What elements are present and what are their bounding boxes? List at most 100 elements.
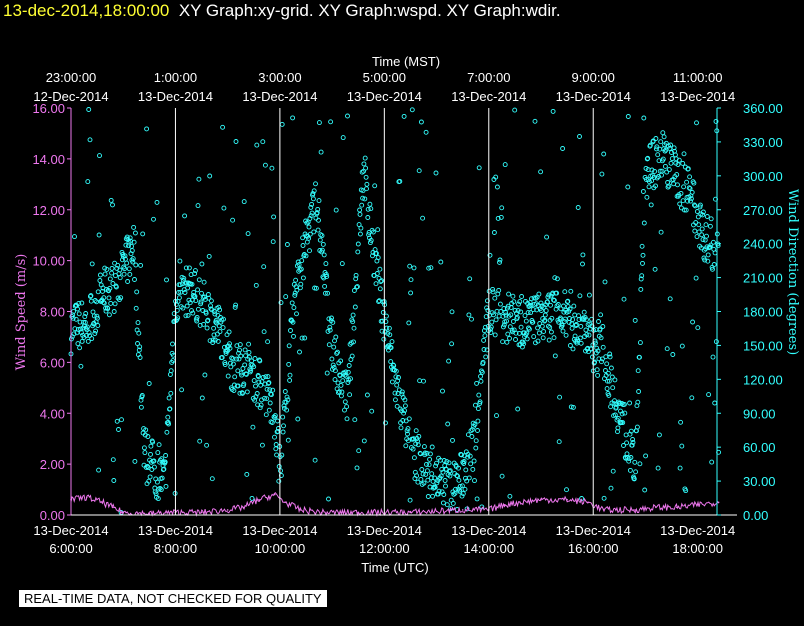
wdir-point [493, 174, 499, 180]
wspd-point [300, 509, 302, 511]
wdir-point [306, 224, 312, 230]
wspd-point [519, 501, 521, 504]
wdir-point [241, 199, 247, 205]
left-axis-label: Wind Speed (m/s) [14, 254, 29, 371]
wdir-point [561, 319, 567, 325]
wdir-point [665, 184, 671, 190]
wdir-point [599, 356, 605, 362]
bottom-tick-time: 18:00:00 [672, 541, 723, 556]
wdir-point [72, 326, 78, 332]
wind-speed-series [70, 491, 720, 517]
wdir-point [542, 317, 548, 323]
wdir-point [127, 271, 133, 277]
wdir-point [490, 286, 496, 292]
wdir-point [364, 186, 369, 192]
wdir-point [401, 113, 407, 119]
wdir-point [694, 209, 700, 214]
wdir-point [153, 491, 159, 497]
wdir-point [176, 295, 182, 301]
wdir-point [648, 202, 654, 208]
wdir-point [289, 318, 295, 324]
wdir-point [154, 199, 160, 205]
top-tick-date: 13-Dec-2014 [660, 89, 735, 104]
wdir-point [580, 252, 586, 258]
wdir-point [586, 292, 592, 298]
wdir-point [558, 315, 563, 321]
wdir-point [425, 477, 431, 483]
wdir-point [281, 423, 286, 429]
wdir-point [649, 178, 655, 184]
wspd-point [258, 498, 260, 501]
wdir-point [206, 295, 212, 301]
wdir-point [276, 464, 282, 469]
wdir-point [244, 471, 250, 477]
wspd-point [540, 498, 542, 501]
wdir-point [130, 256, 136, 262]
wdir-point [511, 299, 517, 305]
wspd-point [112, 506, 114, 509]
wdir-point [118, 295, 124, 301]
wdir-point [84, 333, 90, 338]
wdir-point [202, 294, 207, 300]
wdir-point [361, 161, 367, 167]
wdir-point [457, 488, 463, 494]
wdir-point [599, 171, 605, 177]
bottom-tick-date: 13-Dec-2014 [138, 523, 213, 538]
wdir-point [86, 330, 92, 336]
wdir-point [445, 421, 451, 427]
wdir-point [627, 467, 633, 473]
wdir-point [426, 462, 432, 468]
wdir-point [158, 487, 164, 493]
wdir-point [201, 321, 207, 327]
wdir-point [270, 239, 276, 245]
wdir-point [107, 276, 113, 282]
wdir-point [544, 234, 550, 240]
wdir-point [512, 107, 518, 113]
wdir-point [560, 146, 566, 151]
wdir-point [699, 226, 705, 232]
wdir-point [662, 148, 668, 154]
wdir-point [195, 203, 201, 209]
wdir-point [255, 402, 261, 408]
wdir-point [355, 241, 361, 247]
bottom-tick-time: 14:00:00 [463, 541, 514, 556]
wdir-point [710, 354, 716, 360]
wdir-point [631, 476, 637, 482]
wdir-point [369, 408, 375, 414]
wdir-point [285, 437, 291, 443]
wdir-point [658, 139, 664, 145]
wdir-point [363, 165, 369, 171]
wdir-point [585, 345, 591, 351]
wdir-point [83, 311, 89, 316]
wdir-point [214, 320, 220, 326]
wdir-point [546, 337, 552, 343]
wdir-point [560, 328, 566, 334]
wdir-point [497, 257, 503, 263]
wdir-point [331, 344, 337, 350]
wdir-point [713, 339, 719, 345]
wdir-point [199, 395, 205, 401]
wdir-point [146, 478, 152, 484]
wdir-point [324, 274, 330, 279]
wdir-point [454, 473, 460, 478]
wdir-point [442, 478, 448, 483]
wdir-point [440, 388, 445, 394]
wdir-point [238, 353, 244, 359]
wdir-point [220, 124, 226, 130]
right-tick-label: 300.00 [743, 169, 783, 184]
wdir-point [468, 428, 474, 434]
wdir-point [135, 320, 141, 326]
wdir-point [610, 468, 616, 474]
wdir-point [421, 378, 426, 384]
wdir-point [696, 222, 702, 228]
wdir-point [688, 196, 694, 202]
wdir-point [432, 475, 438, 481]
top-tick-date: 13-Dec-2014 [451, 89, 526, 104]
wdir-point [242, 347, 248, 353]
wdir-point [583, 327, 589, 333]
wdir-point [415, 442, 421, 448]
wdir-point [329, 315, 334, 321]
wdir-point [353, 276, 359, 282]
wdir-point [183, 313, 189, 319]
wdir-point [109, 265, 115, 271]
